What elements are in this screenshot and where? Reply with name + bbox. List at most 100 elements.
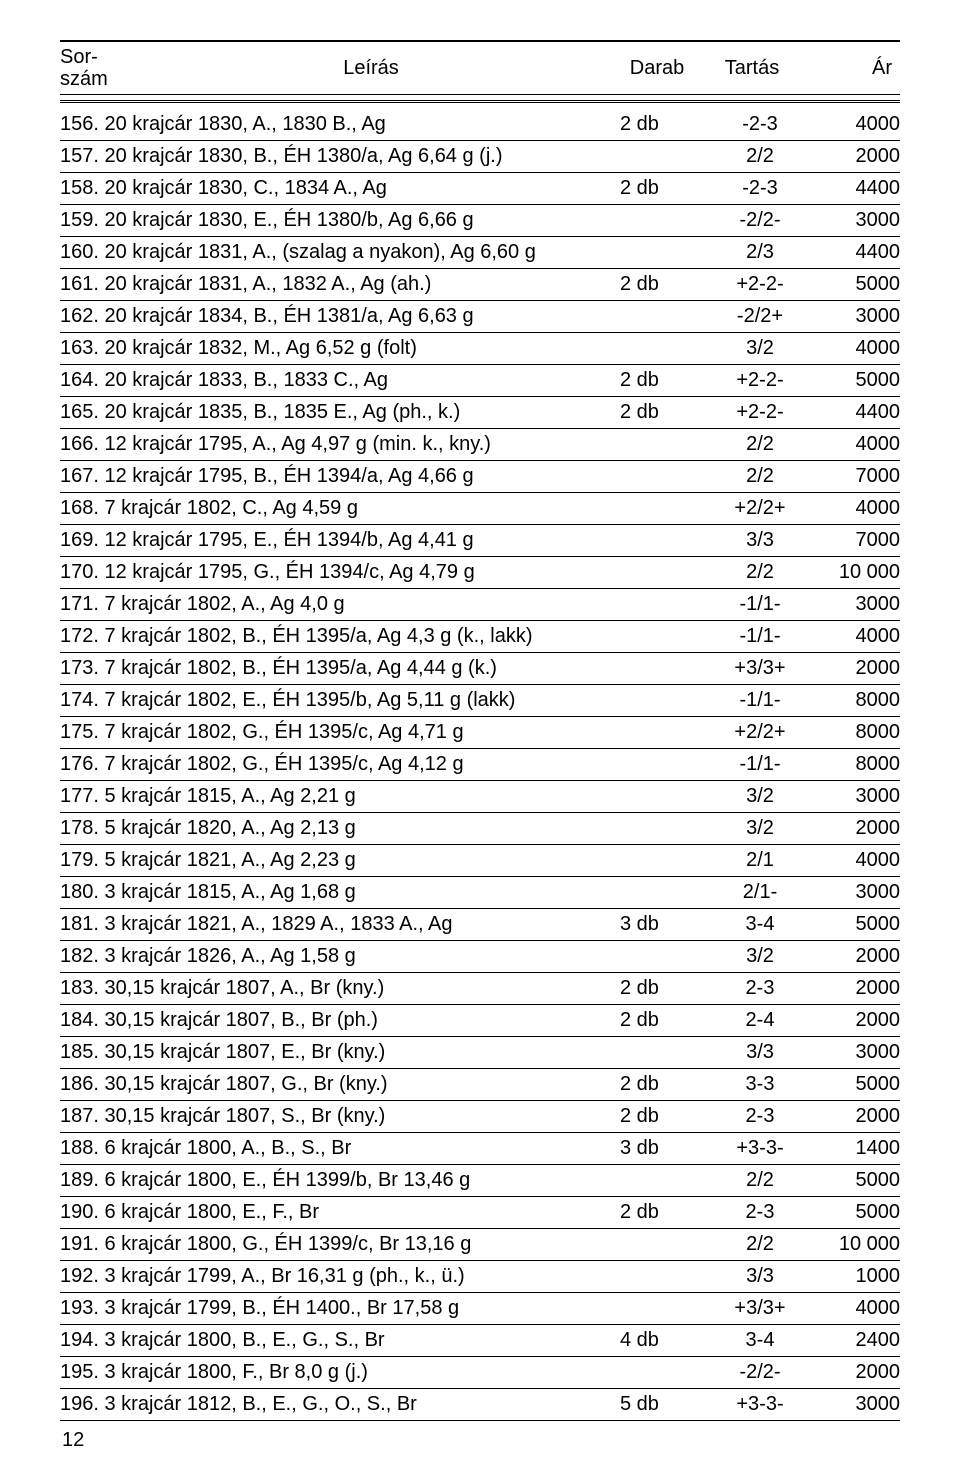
cell-ar: 5000 — [810, 909, 900, 941]
cell-darab — [620, 1229, 710, 1261]
cell-ar: 4000 — [810, 493, 900, 525]
table-row: 181. 3 krajcár 1821, A., 1829 A., 1833 A… — [60, 909, 900, 941]
cell-ar: 2000 — [810, 141, 900, 173]
table-row: 196. 3 krajcár 1812, B., E., G., O., S.,… — [60, 1389, 900, 1421]
data-table: 156. 20 krajcár 1830, A., 1830 B., Ag2 d… — [60, 109, 900, 1421]
cell-desc: 181. 3 krajcár 1821, A., 1829 A., 1833 A… — [60, 909, 620, 941]
cell-darab: 2 db — [620, 269, 710, 301]
cell-tartas: -1/1- — [710, 589, 810, 621]
table-row: 178. 5 krajcár 1820, A., Ag 2,13 g3/2200… — [60, 813, 900, 845]
cell-ar: 5000 — [810, 1165, 900, 1197]
cell-darab: 2 db — [620, 1069, 710, 1101]
table-row: 168. 7 krajcár 1802, C., Ag 4,59 g+2/2+4… — [60, 493, 900, 525]
hdr-sor-2: szám — [60, 68, 108, 90]
cell-tartas: 3-4 — [710, 909, 810, 941]
table-row: 166. 12 krajcár 1795, A., Ag 4,97 g (min… — [60, 429, 900, 461]
table-row: 186. 30,15 krajcár 1807, G., Br (kny.)2 … — [60, 1069, 900, 1101]
cell-darab: 3 db — [620, 1133, 710, 1165]
table-row: 194. 3 krajcár 1800, B., E., G., S., Br4… — [60, 1325, 900, 1357]
cell-desc: 157. 20 krajcár 1830, B., ÉH 1380/a, Ag … — [60, 141, 620, 173]
cell-tartas: -1/1- — [710, 621, 810, 653]
cell-tartas: 2/1- — [710, 877, 810, 909]
table-row: 176. 7 krajcár 1802, G., ÉH 1395/c, Ag 4… — [60, 749, 900, 781]
cell-tartas: 3-4 — [710, 1325, 810, 1357]
cell-ar: 4400 — [810, 173, 900, 205]
cell-ar: 7000 — [810, 525, 900, 557]
cell-ar: 10 000 — [810, 557, 900, 589]
cell-desc: 163. 20 krajcár 1832, M., Ag 6,52 g (fol… — [60, 333, 620, 365]
cell-desc: 177. 5 krajcár 1815, A., Ag 2,21 g — [60, 781, 620, 813]
table-row: 182. 3 krajcár 1826, A., Ag 1,58 g3/2200… — [60, 941, 900, 973]
cell-desc: 178. 5 krajcár 1820, A., Ag 2,13 g — [60, 813, 620, 845]
cell-darab — [620, 685, 710, 717]
cell-tartas: +3-3- — [710, 1389, 810, 1421]
cell-ar: 3000 — [810, 877, 900, 909]
cell-tartas: 3/3 — [710, 525, 810, 557]
table-row: 189. 6 krajcár 1800, E., ÉH 1399/b, Br 1… — [60, 1165, 900, 1197]
cell-ar: 4000 — [810, 333, 900, 365]
cell-darab — [620, 557, 710, 589]
cell-ar: 4000 — [810, 1293, 900, 1325]
cell-desc: 164. 20 krajcár 1833, B., 1833 C., Ag — [60, 365, 620, 397]
table-row: 190. 6 krajcár 1800, E., F., Br2 db2-350… — [60, 1197, 900, 1229]
table-row: 173. 7 krajcár 1802, B., ÉH 1395/a, Ag 4… — [60, 653, 900, 685]
table-row: 179. 5 krajcár 1821, A., Ag 2,23 g2/1400… — [60, 845, 900, 877]
cell-ar: 3000 — [810, 301, 900, 333]
cell-tartas: 2/2 — [710, 461, 810, 493]
cell-ar: 3000 — [810, 1389, 900, 1421]
cell-tartas: 2-3 — [710, 1101, 810, 1133]
cell-ar: 2400 — [810, 1325, 900, 1357]
cell-ar: 2000 — [810, 1101, 900, 1133]
cell-tartas: 2/2 — [710, 429, 810, 461]
table-row: 163. 20 krajcár 1832, M., Ag 6,52 g (fol… — [60, 333, 900, 365]
table-row: 162. 20 krajcár 1834, B., ÉH 1381/a, Ag … — [60, 301, 900, 333]
cell-desc: 176. 7 krajcár 1802, G., ÉH 1395/c, Ag 4… — [60, 749, 620, 781]
cell-ar: 3000 — [810, 589, 900, 621]
cell-desc: 194. 3 krajcár 1800, B., E., G., S., Br — [60, 1325, 620, 1357]
cell-darab — [620, 525, 710, 557]
cell-darab: 2 db — [620, 1005, 710, 1037]
table-row: 169. 12 krajcár 1795, E., ÉH 1394/b, Ag … — [60, 525, 900, 557]
cell-desc: 190. 6 krajcár 1800, E., F., Br — [60, 1197, 620, 1229]
cell-darab: 5 db — [620, 1389, 710, 1421]
cell-desc: 193. 3 krajcár 1799, B., ÉH 1400., Br 17… — [60, 1293, 620, 1325]
cell-darab — [620, 461, 710, 493]
table-header: Sor- szám Leírás Darab Tartás Ár — [60, 40, 900, 105]
cell-desc: 188. 6 krajcár 1800, A., B., S., Br — [60, 1133, 620, 1165]
cell-ar: 7000 — [810, 461, 900, 493]
cell-ar: 3000 — [810, 781, 900, 813]
cell-tartas: -2-3 — [710, 173, 810, 205]
cell-ar: 1000 — [810, 1261, 900, 1293]
cell-darab — [620, 749, 710, 781]
cell-darab — [620, 621, 710, 653]
cell-darab — [620, 877, 710, 909]
cell-ar: 8000 — [810, 749, 900, 781]
cell-ar: 8000 — [810, 685, 900, 717]
cell-tartas: 3/2 — [710, 941, 810, 973]
cell-darab — [620, 1357, 710, 1389]
cell-desc: 172. 7 krajcár 1802, B., ÉH 1395/a, Ag 4… — [60, 621, 620, 653]
cell-tartas: +2-2- — [710, 365, 810, 397]
cell-ar: 4400 — [810, 397, 900, 429]
cell-desc: 185. 30,15 krajcár 1807, E., Br (kny.) — [60, 1037, 620, 1069]
cell-ar: 4400 — [810, 237, 900, 269]
cell-desc: 159. 20 krajcár 1830, E., ÉH 1380/b, Ag … — [60, 205, 620, 237]
cell-darab — [620, 493, 710, 525]
cell-darab: 2 db — [620, 1101, 710, 1133]
cell-desc: 174. 7 krajcár 1802, E., ÉH 1395/b, Ag 5… — [60, 685, 620, 717]
cell-desc: 168. 7 krajcár 1802, C., Ag 4,59 g — [60, 493, 620, 525]
cell-tartas: 2-3 — [710, 1197, 810, 1229]
cell-tartas: -2-3 — [710, 109, 810, 141]
cell-darab — [620, 717, 710, 749]
cell-darab — [620, 1165, 710, 1197]
cell-desc: 171. 7 krajcár 1802, A., Ag 4,0 g — [60, 589, 620, 621]
cell-tartas: 2-4 — [710, 1005, 810, 1037]
cell-ar: 3000 — [810, 205, 900, 237]
cell-desc: 173. 7 krajcár 1802, B., ÉH 1395/a, Ag 4… — [60, 653, 620, 685]
cell-ar: 5000 — [810, 365, 900, 397]
cell-tartas: 3/3 — [710, 1037, 810, 1069]
cell-ar: 2000 — [810, 941, 900, 973]
cell-desc: 196. 3 krajcár 1812, B., E., G., O., S.,… — [60, 1389, 620, 1421]
cell-tartas: 2/1 — [710, 845, 810, 877]
cell-desc: 161. 20 krajcár 1831, A., 1832 A., Ag (a… — [60, 269, 620, 301]
